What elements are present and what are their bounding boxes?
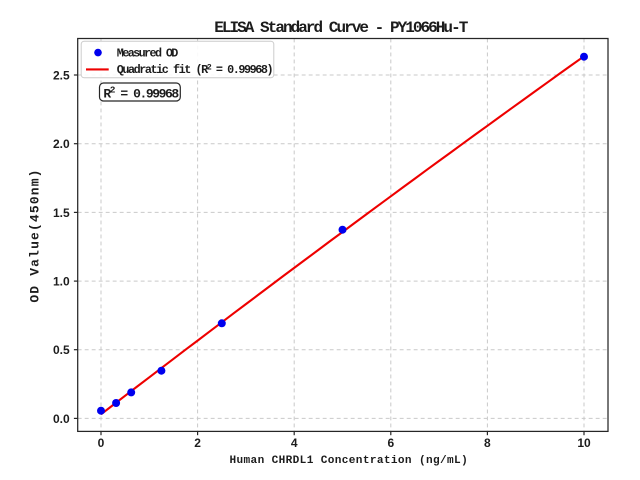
svg-text:OD Value(450nm): OD Value(450nm) — [28, 168, 43, 302]
svg-text:ELISA Standard Curve - PY1066H: ELISA Standard Curve - PY1066Hu-T — [214, 19, 469, 37]
svg-text:0: 0 — [98, 436, 105, 450]
svg-text:8: 8 — [484, 436, 491, 450]
svg-text:2: 2 — [194, 436, 201, 450]
svg-text:Measured OD: Measured OD — [117, 47, 178, 61]
svg-text:6: 6 — [387, 436, 394, 450]
svg-text:2.0: 2.0 — [53, 137, 70, 151]
svg-text:2.5: 2.5 — [53, 68, 70, 82]
svg-text:R2 = 0.99968: R2 = 0.99968 — [103, 85, 179, 102]
svg-text:0.5: 0.5 — [53, 343, 70, 357]
svg-text:4: 4 — [291, 436, 298, 450]
svg-text:1.5: 1.5 — [53, 206, 70, 220]
svg-text:0.0: 0.0 — [53, 412, 70, 426]
svg-text:Quadratic fit (R2 = 0.99968): Quadratic fit (R2 = 0.99968) — [117, 63, 273, 77]
svg-text:10: 10 — [577, 436, 591, 450]
svg-text:Human CHRDL1 Concentration (ng: Human CHRDL1 Concentration (ng/mL) — [230, 455, 469, 467]
svg-text:1.0: 1.0 — [53, 275, 70, 289]
